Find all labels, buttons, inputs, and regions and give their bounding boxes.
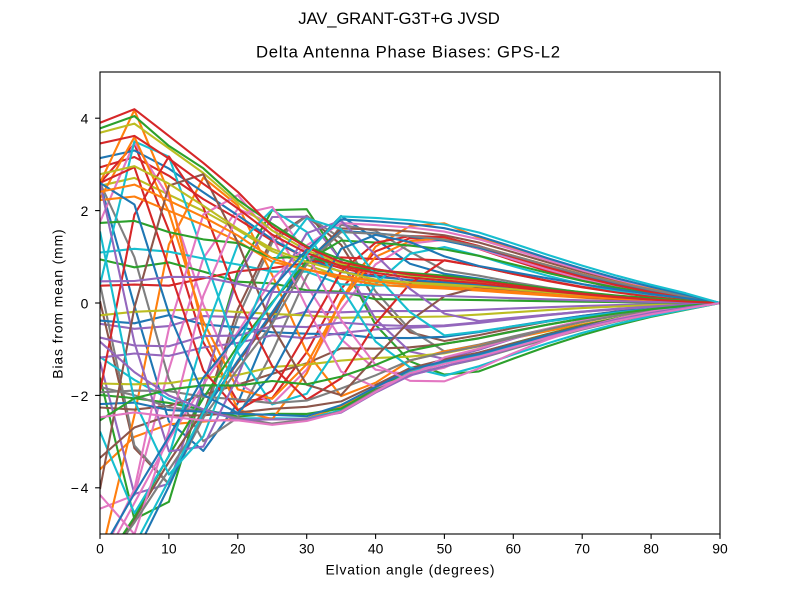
svg-text:−4: −4 (71, 480, 89, 496)
svg-text:20: 20 (230, 540, 246, 556)
svg-text:70: 70 (574, 540, 590, 556)
svg-text:30: 30 (299, 540, 315, 556)
svg-text:0: 0 (96, 540, 104, 556)
svg-text:Bias from mean (mm): Bias from mean (mm) (50, 229, 66, 378)
svg-text:Delta Antenna Phase Biases: GP: Delta Antenna Phase Biases: GPS-L2 (256, 43, 560, 62)
svg-text:0: 0 (81, 295, 89, 311)
svg-text:50: 50 (437, 540, 453, 556)
svg-text:−2: −2 (71, 388, 89, 404)
svg-text:10: 10 (161, 540, 177, 556)
svg-text:40: 40 (368, 540, 384, 556)
svg-text:4: 4 (81, 111, 89, 127)
svg-text:60: 60 (506, 540, 522, 556)
svg-text:JAV_GRANT-G3T+G JVSD: JAV_GRANT-G3T+G JVSD (298, 9, 500, 28)
svg-text:2: 2 (81, 203, 89, 219)
svg-text:90: 90 (712, 540, 728, 556)
svg-text:Elvation angle (degrees): Elvation angle (degrees) (326, 562, 495, 578)
svg-text:80: 80 (643, 540, 659, 556)
